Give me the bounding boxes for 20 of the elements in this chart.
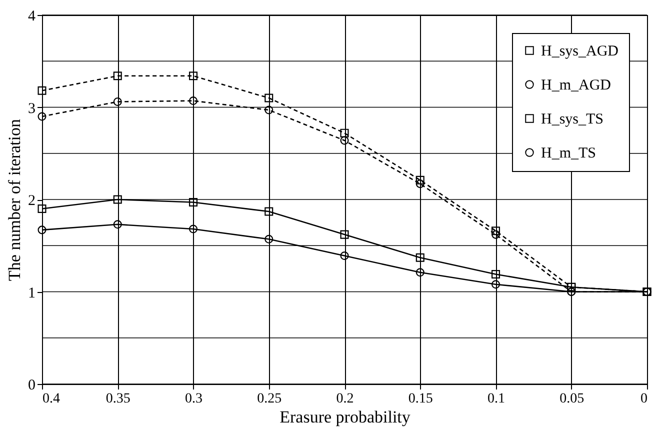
legend-label: H_m_TS [541, 146, 596, 162]
y-axis-title: The number of iteration [5, 118, 24, 281]
x-tick-label: 0.25 [257, 392, 282, 406]
legend-label: H_sys_TS [541, 112, 604, 128]
y-tick-label: 1 [28, 285, 36, 302]
x-tick-label: 0 [640, 392, 648, 406]
x-tick-label: 0.15 [408, 392, 433, 406]
x-tick-label: 0.3 [185, 392, 202, 406]
y-tick-label: 3 [28, 100, 36, 117]
x-tick-label: 0.2 [336, 392, 354, 406]
x-axis-title: Erasure probability [280, 408, 411, 426]
x-tick-label: 0.4 [42, 392, 60, 406]
x-tick-label: 0.1 [488, 392, 505, 406]
x-tick-label: 0.05 [560, 392, 584, 406]
y-tick-label: 2 [28, 193, 36, 209]
legend-label: H_m_AGD [541, 78, 612, 94]
y-tick-label: 4 [28, 8, 36, 24]
y-tick-label: 0 [28, 378, 36, 394]
legend-label: H_sys_AGD [541, 44, 619, 60]
x-tick-label: 0.35 [106, 392, 130, 406]
